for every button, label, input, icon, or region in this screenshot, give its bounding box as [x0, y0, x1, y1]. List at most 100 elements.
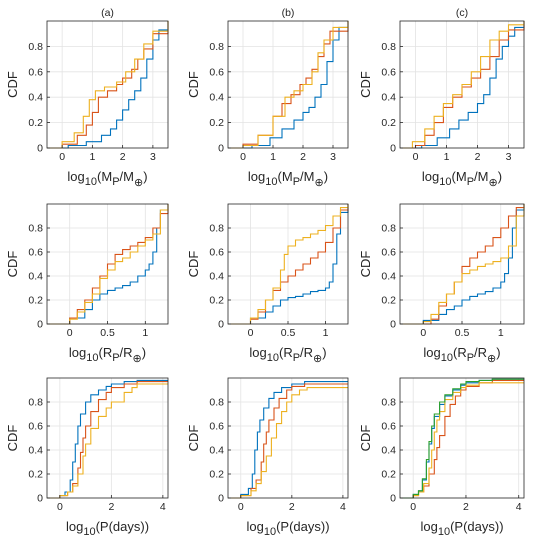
- axes-frame: [227, 20, 349, 149]
- y-tick-label: 0.8: [381, 397, 396, 409]
- series-line-2: [400, 204, 525, 325]
- plot-area: [228, 378, 348, 498]
- series-line-1: [228, 381, 348, 499]
- y-tick-label: 0.8: [28, 397, 43, 409]
- x-tick-label: 4: [160, 501, 166, 513]
- series-line-1: [47, 204, 169, 325]
- y-tick-label: 0.2: [209, 469, 224, 481]
- panel-3: 0 1 2 3 0 0.2 0.4 0.6 0.8 CDF log10(MP/M⊕) (c): [358, 7, 525, 189]
- y-tick-label: 0.8: [209, 223, 224, 235]
- y-tick-label: 0.8: [209, 397, 224, 409]
- y-tick-label: 0.6: [381, 421, 396, 433]
- y-tick-label: 0: [390, 143, 396, 155]
- series-line-2: [228, 204, 349, 325]
- panel-6: 0 0.5 1 0 0.2 0.4 0.6 0.8 CDF log10(RP/R⊕): [358, 203, 525, 365]
- series-line-3: [228, 387, 348, 499]
- x-tick-label: 1: [498, 327, 504, 339]
- y-tick-label: 0.6: [209, 66, 224, 78]
- x-tick-label: 0.5: [455, 327, 470, 339]
- series-line-3: [400, 204, 525, 325]
- y-tick-label: 0.6: [28, 247, 43, 259]
- y-tick-label: 0.4: [381, 271, 396, 283]
- y-axis-label: CDF: [5, 251, 20, 278]
- y-tick-label: 0.2: [28, 117, 43, 129]
- x-tick-label: 2: [300, 151, 306, 163]
- plot-area: [400, 378, 524, 498]
- y-tick-label: 0.2: [381, 469, 396, 481]
- x-tick-label: 0: [420, 327, 426, 339]
- y-axis-label: CDF: [5, 425, 20, 452]
- axes-frame: [399, 377, 525, 499]
- y-tick-label: 0.6: [381, 247, 396, 259]
- x-tick-label: 1: [444, 151, 450, 163]
- y-tick-label: 0.2: [209, 295, 224, 307]
- x-tick-label: 4: [516, 501, 522, 513]
- x-tick-label: 3: [150, 151, 156, 163]
- series-line-1: [400, 204, 525, 325]
- plot-area: [47, 21, 168, 148]
- x-tick-label: 0: [238, 501, 244, 513]
- y-tick-label: 0: [37, 143, 43, 155]
- y-tick-label: 0: [218, 319, 224, 331]
- x-tick-label: 3: [330, 151, 336, 163]
- y-tick-label: 0: [218, 143, 224, 155]
- x-tick-label: 1: [323, 327, 329, 339]
- series-line-3: [400, 21, 525, 149]
- y-tick-label: 0.8: [28, 41, 43, 53]
- x-tick-label: 1: [142, 327, 148, 339]
- y-tick-label: 0.6: [28, 66, 43, 78]
- panel-1: 0 1 2 3 0 0.2 0.4 0.6 0.8 CDF log10(MP/M⊕) (a): [5, 7, 169, 189]
- panel-label: (b): [282, 7, 295, 19]
- y-axis-label: CDF: [5, 71, 20, 98]
- series-line-3: [400, 382, 524, 499]
- y-tick-label: 0.4: [28, 271, 43, 283]
- x-tick-label: 0: [410, 501, 416, 513]
- y-tick-label: 0.4: [28, 92, 43, 104]
- x-axis-label: log10(MP/M⊕): [422, 169, 502, 189]
- x-tick-label: 0: [59, 151, 65, 163]
- y-tick-label: 0.8: [381, 223, 396, 235]
- y-tick-label: 0.2: [28, 295, 43, 307]
- x-axis-label: log10(RP/R⊕): [69, 345, 146, 365]
- y-tick-label: 0.2: [28, 469, 43, 481]
- x-tick-label: 0.5: [100, 327, 115, 339]
- x-tick-label: 2: [475, 151, 481, 163]
- y-tick-label: 0: [37, 319, 43, 331]
- y-tick-label: 0.8: [381, 41, 396, 53]
- plot-area: [47, 378, 168, 498]
- axes-frame: [227, 377, 349, 499]
- y-axis-label: CDF: [186, 251, 201, 278]
- x-tick-label: 0: [57, 501, 63, 513]
- y-tick-label: 0: [218, 493, 224, 505]
- x-tick-label: 2: [289, 501, 295, 513]
- y-tick-label: 0.4: [209, 271, 224, 283]
- x-tick-label: 2: [463, 501, 469, 513]
- x-tick-label: 2: [120, 151, 126, 163]
- panel-8: 0 2 4 0 0.2 0.4 0.6 0.8 CDF log10(P(days)): [186, 377, 349, 538]
- axes-frame: [399, 20, 525, 149]
- y-tick-label: 0.4: [381, 445, 396, 457]
- y-tick-label: 0.6: [28, 421, 43, 433]
- series-line-3: [228, 204, 349, 325]
- x-tick-label: 4: [340, 501, 346, 513]
- series-line-3: [228, 21, 349, 149]
- series-line-3: [47, 383, 168, 499]
- y-tick-label: 0: [390, 319, 396, 331]
- series-line-1: [228, 204, 349, 325]
- series-line-2: [228, 383, 348, 499]
- y-tick-label: 0.4: [209, 445, 224, 457]
- x-axis-label: log10(MP/M⊕): [248, 169, 328, 189]
- y-axis-label: CDF: [186, 425, 201, 452]
- x-tick-label: 1: [270, 151, 276, 163]
- panel-label: (c): [456, 7, 468, 19]
- x-axis-label: log10(RP/R⊕): [249, 345, 326, 365]
- axes-frame: [46, 377, 169, 499]
- x-axis-label: log10(RP/R⊕): [423, 345, 500, 365]
- panel-9: 0 2 4 0 0.2 0.4 0.6 0.8 CDF log10(P(days)): [358, 377, 525, 538]
- x-tick-label: 0: [413, 151, 419, 163]
- x-axis-label: log10(P(days)): [66, 519, 149, 538]
- x-tick-label: 0.5: [281, 327, 296, 339]
- panel-7: 0 2 4 0 0.2 0.4 0.6 0.8 CDF log10(P(days)): [5, 377, 169, 538]
- x-tick-label: 0: [240, 151, 246, 163]
